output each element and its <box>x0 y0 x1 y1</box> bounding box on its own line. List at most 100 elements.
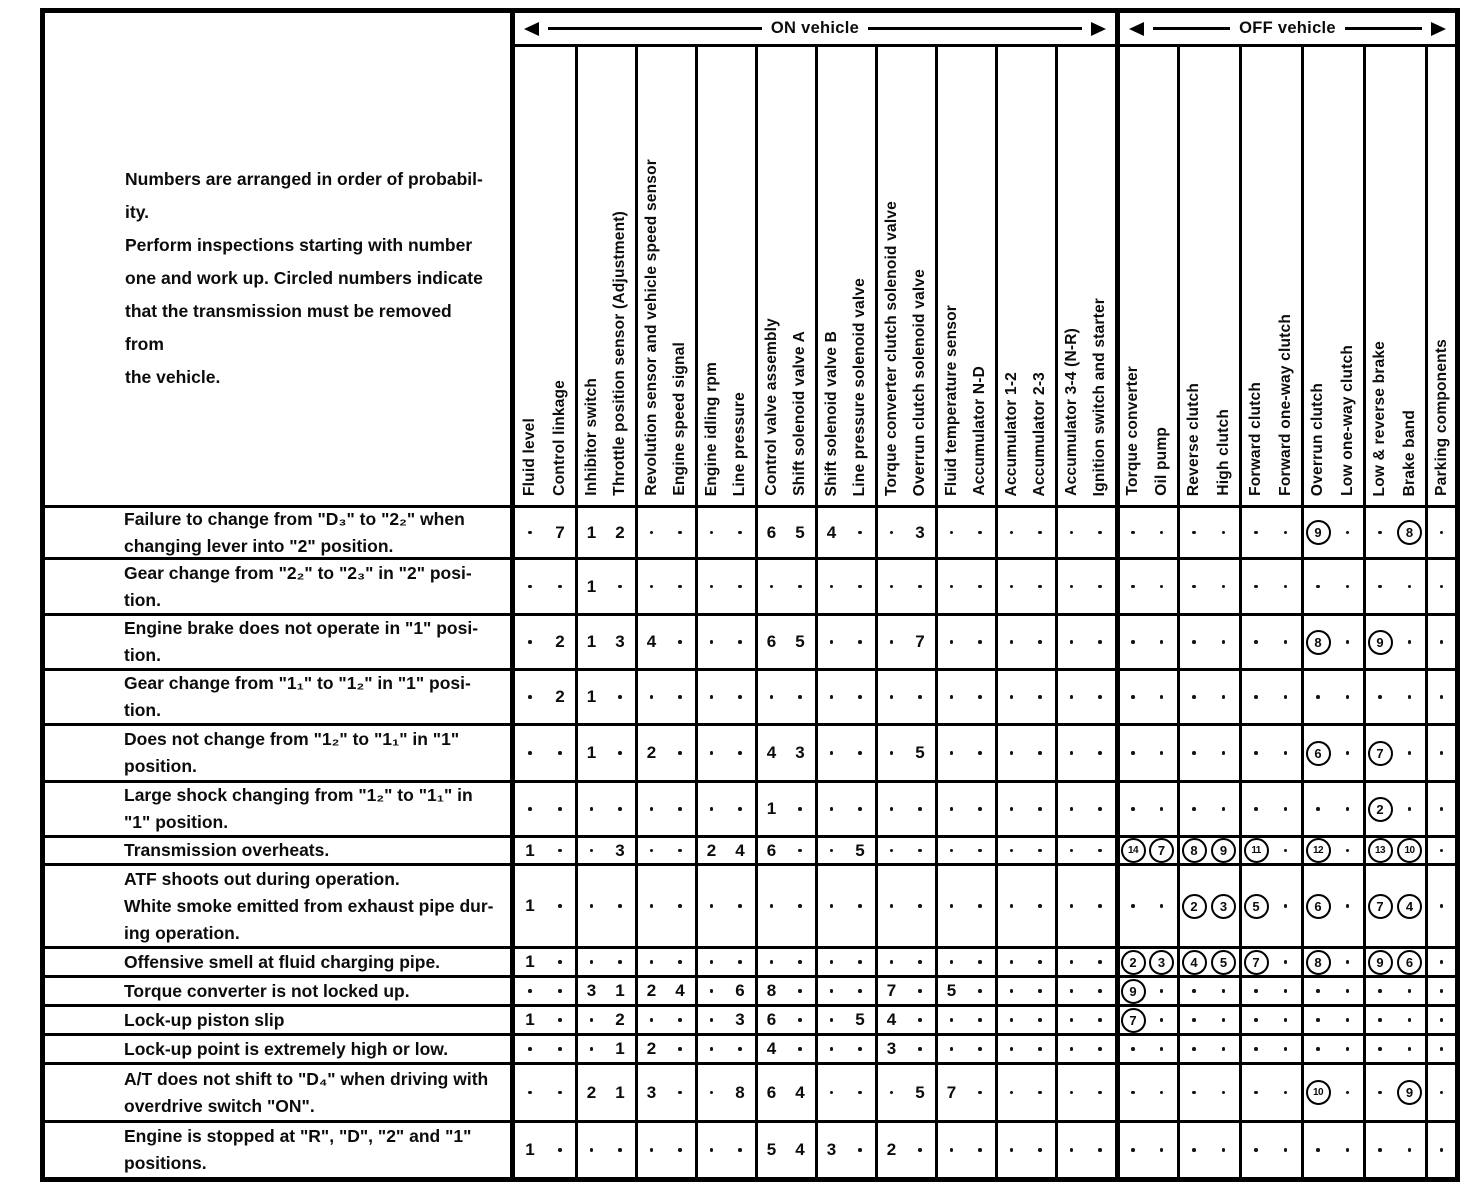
empty-dot <box>1038 1148 1042 1152</box>
matrix-cell <box>1146 723 1177 780</box>
empty-dot <box>1439 904 1444 908</box>
empty-dot <box>858 960 862 964</box>
empty-dot <box>858 1090 862 1095</box>
matrix-cell: 7 <box>545 505 575 557</box>
matrix-cell <box>1177 1062 1208 1120</box>
matrix-cell <box>905 1120 935 1177</box>
empty-dot <box>649 695 654 699</box>
off-vehicle-band: OFF vehicle <box>1115 13 1455 47</box>
empty-dot <box>678 1148 682 1152</box>
priority-number: 6 <box>766 1082 777 1102</box>
matrix-cell <box>695 613 725 668</box>
matrix-cell <box>545 557 575 613</box>
empty-dot <box>978 904 982 908</box>
matrix-cell <box>1332 1004 1363 1033</box>
matrix-cell <box>1363 1062 1394 1120</box>
circled-number: 5 <box>1243 893 1269 919</box>
empty-dot <box>858 751 862 755</box>
matrix-cell <box>815 946 845 975</box>
empty-dot <box>798 807 802 811</box>
matrix-cell: 5 <box>1239 863 1270 946</box>
circled-number: 9 <box>1397 1080 1422 1105</box>
matrix-cell: 3 <box>605 613 635 668</box>
empty-dot <box>1283 989 1288 993</box>
matrix-cell <box>1332 863 1363 946</box>
empty-dot <box>949 751 954 755</box>
empty-dot <box>978 848 982 853</box>
empty-dot <box>1316 584 1320 589</box>
matrix-cell <box>1085 835 1115 863</box>
matrix-cell <box>605 863 635 946</box>
matrix-cell <box>935 780 965 835</box>
matrix-cell <box>725 1033 755 1062</box>
empty-dot <box>738 695 742 699</box>
priority-number: 4 <box>795 1082 805 1102</box>
empty-dot <box>1439 848 1444 853</box>
empty-dot <box>1192 989 1196 993</box>
matrix-cell <box>1270 1120 1301 1177</box>
matrix-cell: 1 <box>605 975 635 1004</box>
circled-number: 9 <box>1120 978 1146 1004</box>
matrix-cell: 7 <box>875 975 905 1004</box>
arrow-line <box>548 27 762 30</box>
matrix-cell <box>995 863 1025 946</box>
matrix-cell <box>1146 613 1177 668</box>
matrix-cell <box>1146 1120 1177 1177</box>
matrix-cell <box>1239 1004 1270 1033</box>
matrix-cell <box>1055 1004 1085 1033</box>
column-header-on-1: Control linkage <box>545 47 575 505</box>
circled-number: 9 <box>1367 629 1393 655</box>
symptom-label: Engine brake does not operate in "1" pos… <box>45 613 515 668</box>
matrix-cell <box>815 723 845 780</box>
empty-dot <box>918 848 922 853</box>
empty-dot <box>678 751 682 755</box>
empty-dot <box>769 904 774 908</box>
empty-dot <box>1069 530 1074 535</box>
matrix-cell <box>1146 505 1177 557</box>
empty-dot <box>678 530 682 535</box>
empty-dot <box>1407 1047 1412 1051</box>
matrix-cell <box>695 1004 725 1033</box>
empty-dot <box>1345 584 1350 589</box>
matrix-cell: 8 <box>755 975 785 1004</box>
matrix-cell: 10 <box>1301 1062 1332 1120</box>
matrix-cell <box>1270 613 1301 668</box>
priority-number: 2 <box>886 1140 897 1159</box>
matrix-cell <box>1025 1033 1055 1062</box>
matrix-cell: 1 <box>515 835 545 863</box>
empty-dot <box>1009 640 1014 644</box>
matrix-cell <box>605 557 635 613</box>
empty-dot <box>678 1090 682 1095</box>
matrix-cell <box>1239 613 1270 668</box>
matrix-cell <box>785 1004 815 1033</box>
empty-dot <box>1038 1018 1042 1022</box>
matrix-cell: 7 <box>935 1062 965 1120</box>
matrix-cell <box>1239 1120 1270 1177</box>
empty-dot <box>1378 1018 1382 1022</box>
arrow-line <box>1344 27 1422 30</box>
circled-number: 8 <box>1305 629 1331 655</box>
priority-number: 4 <box>646 632 657 651</box>
matrix-cell <box>1085 946 1115 975</box>
empty-dot <box>1159 695 1164 699</box>
matrix-cell <box>1301 780 1332 835</box>
circled-number: 9 <box>1211 838 1236 863</box>
matrix-cell <box>1208 1062 1239 1120</box>
empty-dot <box>1345 640 1350 644</box>
empty-dot <box>528 640 532 644</box>
matrix-cell: 10 <box>1394 835 1425 863</box>
column-header-label: Accumulator 3-4 (N-R) <box>1062 328 1080 496</box>
matrix-cell <box>665 1004 695 1033</box>
arrow-line <box>1153 27 1231 30</box>
column-header-label: Low one-way clutch <box>1338 345 1356 496</box>
matrix-cell: 2 <box>1177 863 1208 946</box>
empty-dot <box>1098 904 1102 908</box>
matrix-cell <box>1239 975 1270 1004</box>
matrix-cell <box>1270 975 1301 1004</box>
matrix-cell <box>1332 946 1363 975</box>
empty-dot <box>1159 1047 1164 1051</box>
empty-dot <box>1009 848 1014 853</box>
matrix-cell <box>545 835 575 863</box>
priority-number: 3 <box>615 632 625 651</box>
circled-number: 8 <box>1397 520 1422 545</box>
